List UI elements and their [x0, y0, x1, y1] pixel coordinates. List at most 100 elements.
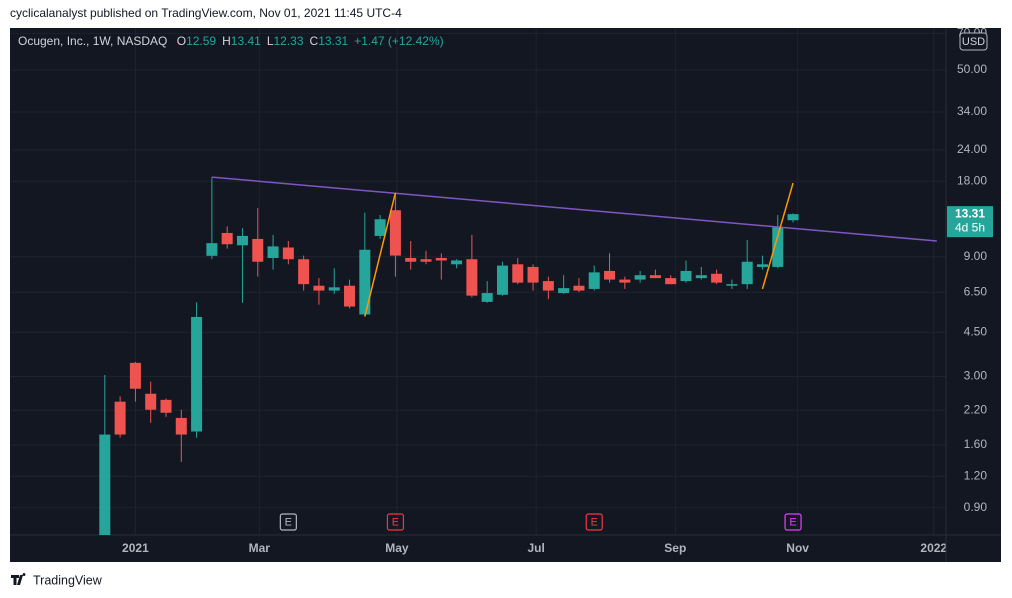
candle-body — [496, 265, 508, 295]
candle-body — [542, 281, 554, 291]
candle-body — [298, 259, 310, 285]
trendline — [211, 176, 937, 242]
candle-body — [649, 275, 661, 279]
x-tick-label: 2021 — [122, 541, 149, 555]
candle-body — [145, 393, 157, 410]
candle-body — [344, 285, 356, 307]
candle-body — [374, 219, 386, 236]
ohlc-label: C — [309, 34, 319, 48]
symbol: Ocugen, Inc., 1W, NASDAQ — [18, 34, 168, 48]
x-tick-label: Sep — [664, 541, 686, 555]
candle-body — [588, 272, 600, 289]
published-line: cyclicalanalyst published on TradingView… — [10, 6, 402, 20]
candle-body — [726, 284, 738, 286]
candle-body — [466, 259, 478, 296]
y-tick-label: 3.00 — [964, 369, 988, 383]
event-marker — [784, 513, 802, 531]
candle-body — [573, 285, 585, 291]
chart-background — [10, 28, 1001, 562]
candle-body — [359, 249, 371, 315]
event-marker — [585, 513, 603, 531]
candle-body — [711, 273, 723, 283]
trendline — [364, 192, 397, 317]
ohlc-label: L — [266, 34, 274, 48]
y-tick-label: 4.50 — [964, 324, 988, 338]
y-tick-label: 0.90 — [964, 500, 988, 514]
candle-body — [420, 259, 432, 262]
price-tag — [947, 206, 993, 238]
x-tick-label: Mar — [249, 541, 271, 555]
candle-body — [221, 232, 233, 245]
candle-body — [389, 210, 401, 256]
logo: TradingView — [11, 573, 103, 587]
trendline — [761, 182, 794, 290]
event-label: E — [591, 516, 598, 528]
event-label: E — [285, 516, 292, 528]
ohlc-value: 13.41 — [230, 34, 261, 48]
candle-body — [206, 243, 218, 256]
y-tick-label: 24.00 — [957, 142, 987, 156]
candle-body — [741, 261, 753, 285]
logo-icon — [11, 573, 26, 585]
candle-body — [695, 275, 707, 279]
ohlc-value: 12.59 — [186, 34, 217, 48]
price-tag-countdown: 4d 5h — [955, 220, 985, 234]
candle-body — [558, 288, 570, 294]
y-tick-label: 2.20 — [964, 402, 988, 416]
candle-body — [680, 270, 692, 282]
event-marker — [279, 513, 297, 531]
candle-body — [236, 235, 248, 246]
candle-body — [405, 257, 417, 262]
candle-body — [129, 362, 141, 389]
candle-body — [267, 246, 279, 258]
candle-body — [313, 285, 325, 291]
symbol-legend: Ocugen, Inc., 1W, NASDAQ O12.59 H13.41 L12… — [18, 34, 444, 48]
y-tick-label: 50.00 — [957, 62, 987, 76]
candle-body — [435, 257, 447, 261]
candle-body — [99, 434, 111, 535]
y-tick-label: 1.20 — [964, 468, 988, 482]
candle-body — [772, 227, 784, 267]
event-label: E — [392, 516, 399, 528]
currency: USD — [962, 36, 985, 48]
candle-body — [451, 260, 463, 265]
candle-body — [481, 293, 493, 302]
plot — [99, 176, 937, 535]
candle-body — [114, 401, 126, 435]
candle-body — [665, 278, 677, 285]
y-tick-label: 1.60 — [964, 437, 988, 451]
x-tick-label: Jul — [527, 541, 544, 555]
candle-body — [191, 316, 203, 432]
event-label: E — [789, 516, 796, 528]
ohlc-value: 12.33 — [273, 34, 304, 48]
candle-body — [756, 264, 768, 267]
candle-body — [604, 270, 616, 280]
event-marker — [386, 513, 405, 531]
ohlc-value: 13.31 — [318, 34, 349, 48]
logo-text: TradingView — [33, 573, 103, 587]
candle-body — [634, 275, 646, 280]
axis-mask — [947, 536, 1001, 562]
candle-body — [619, 279, 631, 283]
candle-body — [282, 247, 294, 260]
candle-body — [328, 287, 340, 291]
y-tick-label: 18.00 — [957, 173, 987, 187]
x-tick-label: 2022 — [920, 541, 947, 555]
y-tick-label: 9.00 — [964, 249, 988, 263]
candle-body — [252, 238, 264, 262]
y-tick-label: 34.00 — [957, 104, 987, 118]
x-tick-label: May — [385, 541, 409, 555]
y-tick-label: 6.50 — [964, 284, 988, 298]
change: +1.47 (+12.42%) — [354, 34, 444, 48]
candle-body — [160, 399, 172, 413]
candle-body — [787, 214, 799, 221]
candle-body — [175, 417, 187, 435]
x-tick-label: Nov — [786, 541, 809, 555]
candle-body — [527, 266, 539, 283]
price-tag-value: 13.31 — [955, 206, 985, 220]
ohlc-label: H — [222, 34, 231, 48]
candle-body — [512, 264, 524, 283]
ohlc-label: O — [176, 34, 187, 48]
